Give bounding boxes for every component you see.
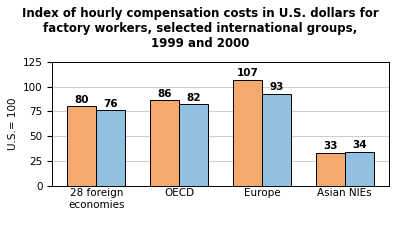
Bar: [96, 110, 126, 186]
Bar: [150, 100, 179, 186]
Text: 93: 93: [269, 82, 284, 92]
Text: Index of hourly compensation costs in U.S. dollars for
factory workers, selected: Index of hourly compensation costs in U.…: [22, 7, 379, 50]
Text: 80: 80: [75, 95, 89, 105]
Text: 82: 82: [186, 93, 201, 103]
Bar: [316, 153, 345, 186]
Text: 34: 34: [352, 140, 367, 150]
Bar: [262, 94, 291, 186]
Y-axis label: U.S.= 100: U.S.= 100: [8, 98, 18, 150]
Text: 86: 86: [158, 89, 172, 99]
Text: 33: 33: [323, 141, 338, 151]
Text: 76: 76: [103, 99, 118, 109]
Bar: [233, 80, 262, 186]
Bar: [345, 152, 374, 186]
Bar: [179, 104, 208, 186]
Text: 107: 107: [237, 68, 258, 78]
Bar: [67, 106, 96, 186]
